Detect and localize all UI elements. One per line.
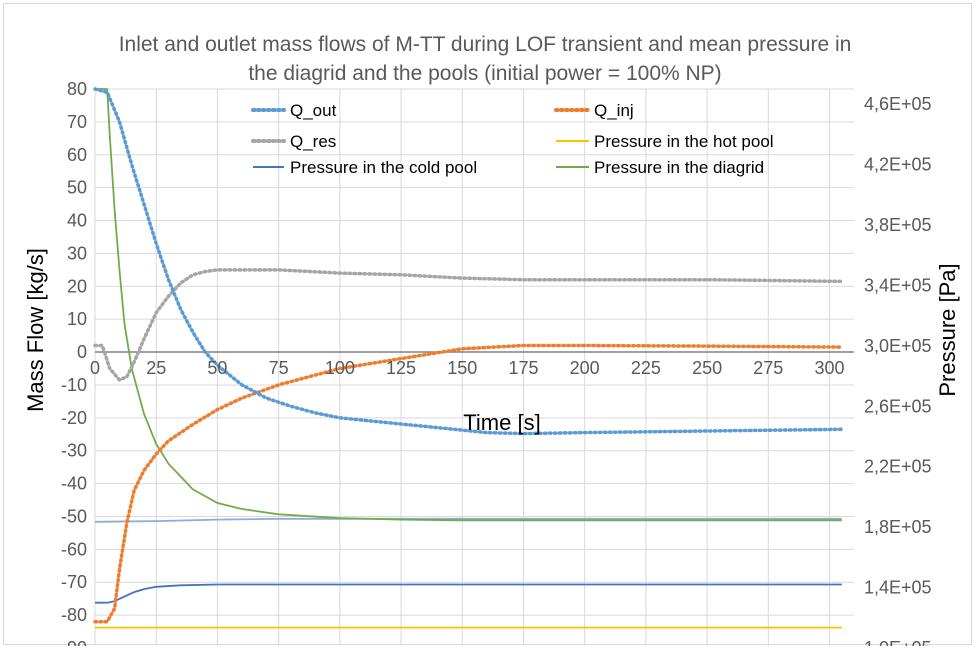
y-tick-label: -10 (61, 375, 87, 395)
y-tick-label: 50 (67, 178, 87, 198)
y2-tick-label: 3,4E+05 (864, 275, 932, 295)
series-line-unlabeled (94, 517, 842, 523)
legend-label-q-inj: Q_inj (594, 101, 634, 120)
x-tick-label: 75 (269, 358, 289, 378)
y-tick-label: -20 (61, 408, 87, 428)
series-line-q-res (93, 268, 844, 382)
chart-title-line-1: Inlet and outlet mass flows of M-TT duri… (119, 33, 852, 56)
y-tick-label: 10 (67, 309, 87, 329)
y2-tick-label: 4,6E+05 (864, 94, 932, 114)
legend-item-q-inj: Q_inj (554, 101, 634, 120)
y-tick-label: 70 (67, 112, 87, 132)
y-tick-label: -80 (61, 605, 87, 625)
legend-item-cold-pool: Pressure in the cold pool (253, 158, 477, 177)
x-axis-title: Time [s] (463, 410, 540, 435)
y2-tick-label: 1,8E+05 (864, 517, 932, 537)
chart-svg: Inlet and outlet mass flows of M-TT duri… (23, 33, 960, 646)
legend-item-diagrid: Pressure in the diagrid (556, 158, 764, 177)
series-line-q-out (93, 87, 844, 436)
chart-frame: Inlet and outlet mass flows of M-TT duri… (3, 3, 972, 646)
legend-item-q-res: Q_res (251, 132, 336, 151)
y-tick-label: 60 (67, 145, 87, 165)
x-tick-label: 50 (207, 358, 227, 378)
x-tick-label: 100 (325, 358, 355, 378)
x-tick-label: 25 (146, 358, 166, 378)
y2-tick-label: 4,2E+05 (864, 155, 932, 175)
y-tick-label: -40 (61, 474, 87, 494)
x-tick-labels: 0 25 50 75 100 125 150 175 200 225 250 275 300 (90, 358, 845, 378)
x-tick-label: 275 (753, 358, 783, 378)
y-axis-title: Mass Flow [kg/s] (23, 248, 48, 412)
chart-title-line-2: the diagrid and the pools (initial power… (248, 62, 721, 85)
y2-tick-label: 2,2E+05 (864, 457, 932, 477)
y-tick-label: 40 (67, 211, 87, 231)
y2-axis-title: Pressure [Pa] (935, 263, 960, 396)
y-tick-labels: 80 70 60 50 40 30 20 10 0 -10 -20 -30 -40 -50 -60 -70 -8… (61, 79, 87, 646)
y2-tick-label: 1,4E+05 (864, 578, 932, 598)
legend: Q_out Q_inj Q_res Pressure in the hot po… (251, 101, 774, 177)
x-tick-label: 225 (631, 358, 661, 378)
y-tick-label: 30 (67, 243, 87, 263)
y-tick-label: 0 (77, 342, 87, 362)
y2-tick-label: 1,0E+05 (864, 638, 932, 646)
legend-label-diagrid: Pressure in the diagrid (594, 158, 764, 177)
chart-title: Inlet and outlet mass flows of M-TT duri… (119, 33, 852, 85)
y-tick-label: 20 (67, 276, 87, 296)
legend-item-q-out: Q_out (251, 101, 337, 120)
y2-tick-label: 3,0E+05 (864, 336, 932, 356)
y-tick-label: -60 (61, 539, 87, 559)
x-tick-label: 150 (447, 358, 477, 378)
x-tick-label: 125 (386, 358, 416, 378)
series-line-q-inj (93, 343, 844, 624)
y-tick-label: -30 (61, 441, 87, 461)
legend-label-cold-pool: Pressure in the cold pool (290, 158, 477, 177)
legend-item-hot-pool: Pressure in the hot pool (556, 132, 774, 151)
series-line-pressure-in-the-diagrid (95, 88, 842, 522)
y-tick-label: -50 (61, 506, 87, 526)
y2-tick-labels: 4,6E+05 4,2E+05 3,8E+05 3,4E+05 3,0E+05 2,6E+… (864, 94, 932, 646)
grid-layer (94, 88, 854, 646)
x-tick-label: 250 (692, 358, 722, 378)
legend-label-hot-pool: Pressure in the hot pool (594, 132, 774, 151)
legend-label-q-out: Q_out (290, 101, 337, 120)
x-tick-label: 175 (508, 358, 538, 378)
y-tick-label: -70 (61, 572, 87, 592)
series-layer (93, 87, 844, 629)
y2-tick-label: 3,8E+05 (864, 215, 932, 235)
x-tick-label: 200 (570, 358, 600, 378)
x-tick-label: 0 (90, 358, 100, 378)
y2-tick-label: 2,6E+05 (864, 396, 932, 416)
y-tick-label: -90 (61, 638, 87, 646)
series-line-pressure-in-the-cold-pool (95, 583, 842, 604)
y-tick-label: 80 (67, 79, 87, 99)
x-tick-label: 300 (814, 358, 844, 378)
legend-label-q-res: Q_res (290, 132, 336, 151)
